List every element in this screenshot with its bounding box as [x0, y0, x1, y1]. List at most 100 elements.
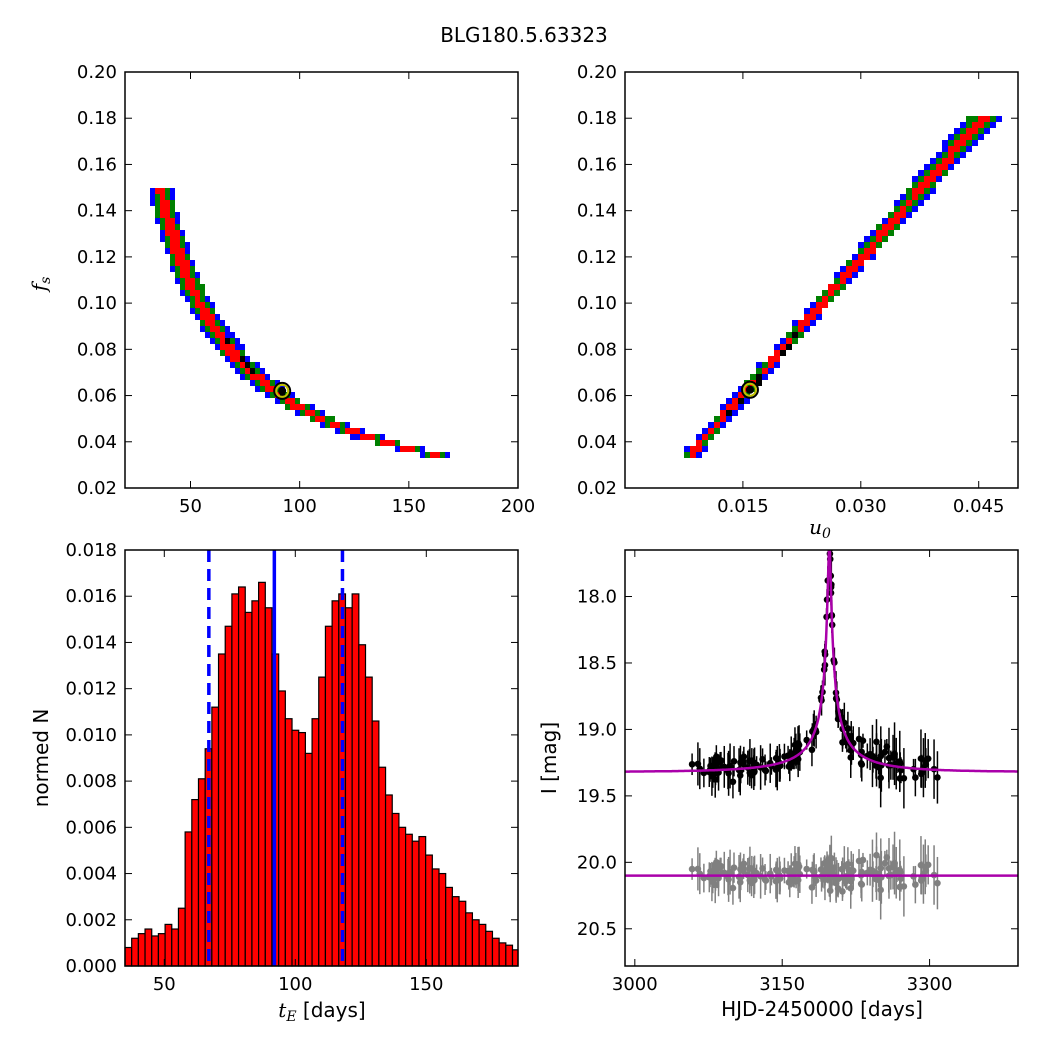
residual-point [785, 878, 793, 886]
cell-1sigma [220, 344, 235, 350]
cell-1sigma [978, 116, 990, 122]
histogram-bar [391, 812, 400, 967]
residual-point [739, 864, 747, 872]
histogram-bar [511, 949, 519, 967]
cell-1sigma [864, 248, 876, 254]
data-point [891, 750, 898, 758]
histogram-bar [378, 766, 387, 967]
cell-1sigma [360, 434, 375, 440]
histogram-bar [478, 923, 487, 967]
y-tick-label: 0.016 [65, 586, 117, 607]
best-fit-ring-outer [273, 381, 292, 400]
histogram-bar [171, 928, 180, 967]
cell-1sigma [798, 326, 804, 332]
cell-1sigma [936, 164, 948, 170]
best-fit-ring [742, 382, 757, 397]
best-fit-ring [275, 383, 290, 398]
residual-point [726, 868, 734, 876]
x-tick-label: 50 [153, 974, 176, 995]
histogram-bar [304, 752, 313, 967]
histogram-bar [384, 794, 393, 967]
cell-1sigma [225, 350, 240, 356]
cell-1sigma [726, 404, 738, 410]
cell-1sigma [200, 314, 215, 320]
y-tick-label: 0.20 [77, 62, 117, 83]
histogram-bar [144, 928, 153, 967]
cell-1sigma [960, 134, 972, 140]
cell-1sigma [430, 452, 440, 458]
cell-1sigma [822, 296, 828, 302]
residual-point [891, 859, 898, 867]
cell-1sigma [876, 236, 882, 242]
cell-1sigma [870, 242, 876, 248]
cell-1sigma [894, 212, 906, 218]
cell-best [726, 410, 732, 416]
cell-1sigma [762, 368, 768, 374]
cell-1sigma [942, 158, 954, 164]
cell-best [280, 392, 285, 398]
cell-1sigma [858, 254, 870, 260]
data-point [730, 757, 738, 765]
residual-point [839, 888, 846, 895]
panel-fs-vs-tE: 50 100 150 200 0.02 0.04 0.06 0.08 0.10 0.12 0.14 0… [27, 62, 535, 517]
histogram-bar [237, 586, 246, 967]
x-axis-label-sub: E [285, 1009, 296, 1025]
residual-point [842, 878, 850, 886]
x-tick-label: 150 [409, 974, 443, 995]
y-tick-label: 0.06 [77, 386, 117, 407]
histogram-bar [398, 826, 407, 967]
y-tick-label: 0.10 [77, 293, 117, 314]
cell-1sigma [190, 290, 200, 296]
best-fit-marker [278, 386, 287, 395]
histogram-bar [458, 900, 467, 967]
histogram-bar [131, 937, 139, 967]
histogram-bar [224, 625, 233, 967]
residual-point [746, 864, 754, 872]
x-tick-label: 100 [282, 496, 316, 517]
figure-title: BLG180.5.63323 [440, 23, 608, 47]
data-point [729, 778, 737, 786]
histogram-bar [184, 831, 193, 967]
histogram-bar [411, 840, 420, 967]
y-tick-label: 0.12 [577, 247, 617, 268]
histogram-bar [364, 676, 373, 967]
y-tick-label: 0.08 [577, 339, 617, 360]
cell-1sigma [972, 122, 984, 128]
cell-1sigma [888, 218, 900, 224]
residual-point [694, 865, 702, 873]
data-point [746, 757, 754, 764]
cell-1sigma [852, 260, 864, 266]
cell-1sigma [876, 230, 888, 236]
histogram-bar [451, 896, 460, 967]
cell-1sigma [918, 182, 930, 188]
histogram-bar [284, 718, 293, 967]
cell-1sigma [696, 440, 702, 446]
data-point [896, 758, 904, 765]
histogram-bar [217, 653, 226, 967]
cell-1sigma [738, 392, 744, 398]
cell-1sigma [924, 176, 936, 182]
cell-1sigma [205, 320, 215, 326]
residual-point [858, 868, 865, 876]
cell-1sigma [160, 206, 170, 212]
residual-point [896, 866, 904, 874]
histogram-bar [197, 778, 206, 967]
cell-1sigma [160, 200, 170, 206]
cell-1sigma [840, 272, 852, 278]
cell-1sigma [912, 188, 924, 194]
histogram-bar [231, 593, 240, 967]
cell-1sigma [180, 272, 190, 278]
y-tick-label: 0.02 [77, 478, 117, 499]
cell-1sigma [165, 230, 180, 236]
cell-1sigma [816, 302, 828, 308]
data-point [694, 760, 702, 768]
residual-point [730, 864, 738, 871]
cell-1sigma [954, 140, 966, 146]
cell-1sigma [250, 374, 265, 380]
x-tick-label: 50 [179, 496, 202, 517]
panel-light-curve: 3000 3150 3300 18.0 18.5 19.0 19.5 20.0 20.5 I [m… [537, 549, 1019, 1021]
x-tick-label: 0.045 [953, 496, 1005, 517]
histogram-bar [264, 607, 273, 967]
histogram-bar [291, 729, 300, 967]
cell-1sigma [185, 284, 195, 290]
